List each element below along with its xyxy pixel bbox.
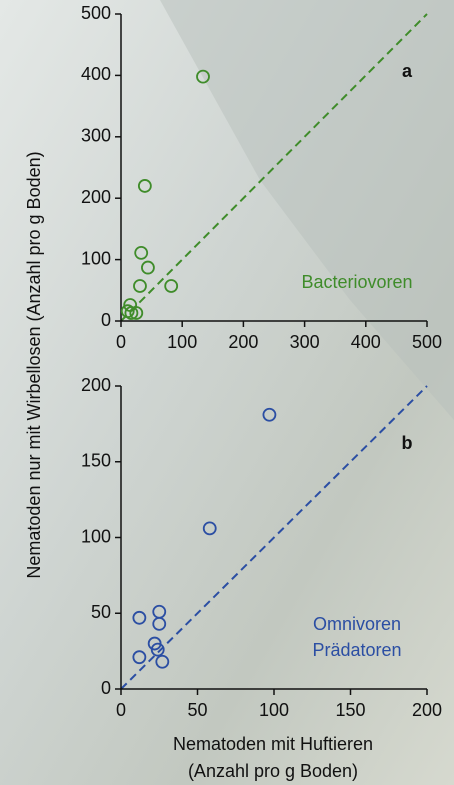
x-tick-label: 200 [412,700,442,720]
y-tick-label: 150 [81,451,111,471]
data-point [155,654,170,669]
data-point [129,306,144,320]
data-point [137,179,152,193]
x-tick-label: 100 [167,332,197,352]
data-point [134,245,149,260]
data-point [132,650,147,665]
y-axis-title: Nematoden nur mit Wirbellosen (Anzahl pr… [24,151,44,578]
y-tick-label: 0 [101,310,111,330]
x-axis-title: (Anzahl pro g Boden) [188,761,358,781]
x-tick-label: 200 [228,332,258,352]
x-tick-label: 400 [351,332,381,352]
y-tick-label: 300 [81,126,111,146]
x-axis-title: Nematoden mit Huftieren [173,734,373,754]
data-point [202,521,217,536]
data-point [133,279,147,293]
annotation: Bacteriovoren [301,272,412,292]
y-tick-label: 200 [81,187,111,207]
annotation: Prädatoren [312,640,401,660]
data-point [124,306,139,320]
data-point [164,279,179,293]
data-point [132,610,147,625]
mountain [160,0,454,420]
data-point [262,407,277,422]
x-tick-label: 50 [187,700,207,720]
x-tick-label: 0 [116,700,126,720]
x-tick-label: 0 [116,332,126,352]
data-point [141,260,155,275]
reference-line [120,13,428,322]
panel-label: a [402,61,413,81]
x-tick-label: 500 [412,332,442,352]
y-tick-label: 100 [81,526,111,546]
y-tick-label: 100 [81,248,111,268]
y-tick-label: 200 [81,375,111,395]
y-tick-label: 400 [81,64,111,84]
x-tick-label: 150 [335,700,365,720]
x-tick-label: 100 [259,700,289,720]
data-point [152,616,167,631]
y-tick-label: 500 [81,3,111,23]
data-point [196,69,210,84]
panel-label: b [402,433,413,453]
y-tick-label: 50 [91,602,111,622]
annotation: Omnivoren [313,614,401,634]
data-point [150,642,165,657]
y-tick-label: 0 [101,678,111,698]
reference-line [120,385,428,690]
x-tick-label: 300 [290,332,320,352]
